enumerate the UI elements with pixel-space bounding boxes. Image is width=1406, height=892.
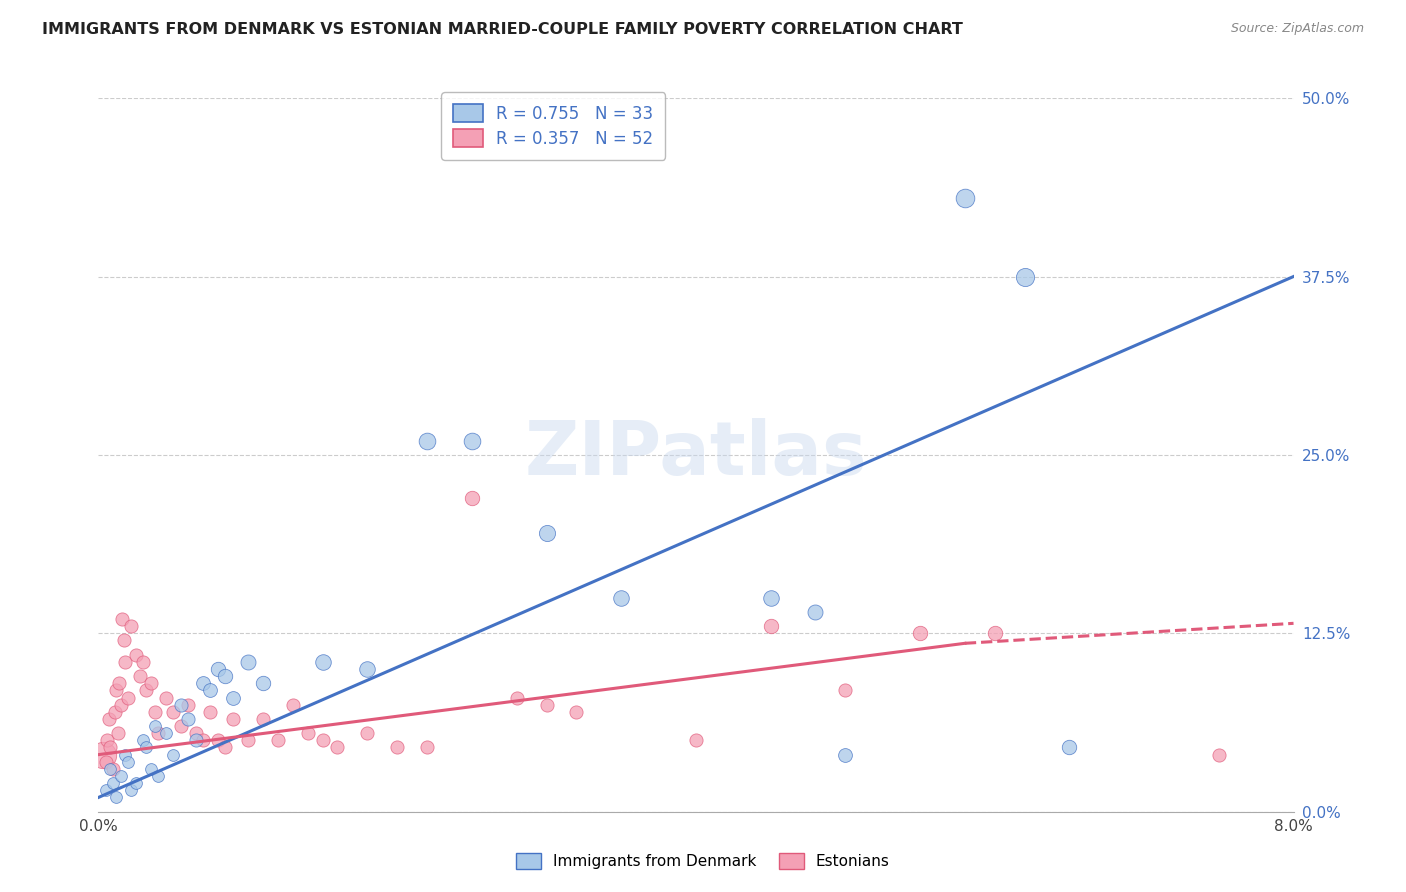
Point (120, 783, 142, 797)
Text: IMMIGRANTS FROM DENMARK VS ESTONIAN MARRIED-COUPLE FAMILY POVERTY CORRELATION CH: IMMIGRANTS FROM DENMARK VS ESTONIAN MARR… (42, 22, 963, 37)
Point (191, 676, 214, 690)
Point (162, 705, 184, 719)
Point (139, 676, 162, 690)
Point (416, 740, 439, 755)
Point (1014, 269, 1036, 284)
Point (953, 191, 976, 205)
Point (191, 733, 214, 747)
Point (297, 726, 319, 740)
Point (177, 698, 200, 712)
Text: Source: ZipAtlas.com: Source: ZipAtlas.com (1230, 22, 1364, 36)
Point (1059, 740, 1081, 755)
Point (129, 669, 152, 683)
Point (984, 626, 1007, 640)
Point (107, 726, 129, 740)
Point (148, 726, 170, 740)
Point (184, 733, 207, 747)
Point (114, 747, 136, 762)
Point (135, 683, 157, 698)
Point (120, 619, 142, 633)
Point (908, 626, 931, 640)
Point (565, 705, 588, 719)
Point (222, 712, 245, 726)
Point (834, 747, 856, 762)
Point (117, 755, 139, 769)
Point (311, 655, 333, 669)
Point (759, 591, 782, 605)
Point (385, 740, 409, 755)
Point (105, 790, 128, 805)
Point (207, 733, 229, 747)
Point (506, 690, 529, 705)
Point (117, 690, 139, 705)
Point (177, 712, 200, 726)
Point (356, 726, 378, 740)
Point (759, 619, 782, 633)
Point (112, 633, 135, 648)
Point (236, 733, 259, 747)
Text: ZIPatlas: ZIPatlas (524, 418, 868, 491)
Point (685, 733, 707, 747)
Point (200, 705, 222, 719)
Point (110, 698, 132, 712)
Point (804, 605, 827, 619)
Point (222, 690, 245, 705)
Point (108, 676, 131, 690)
Point (110, 769, 132, 783)
Point (281, 698, 304, 712)
Point (236, 655, 259, 669)
Point (139, 762, 162, 776)
Point (252, 712, 274, 726)
Point (200, 683, 222, 698)
Point (169, 698, 191, 712)
Point (96, 733, 118, 747)
Point (111, 612, 134, 626)
Point (103, 762, 125, 776)
Legend: Immigrants from Denmark, Estonians: Immigrants from Denmark, Estonians (510, 847, 896, 875)
Point (1208, 747, 1230, 762)
Point (114, 655, 136, 669)
Point (416, 434, 439, 448)
Point (148, 769, 170, 783)
Point (252, 676, 274, 690)
Point (132, 655, 155, 669)
Point (143, 719, 166, 733)
Point (132, 733, 155, 747)
Point (94, 755, 117, 769)
Point (184, 726, 207, 740)
Point (91, 747, 114, 762)
Point (94, 783, 117, 797)
Point (356, 662, 378, 676)
Point (98, 740, 122, 755)
Point (169, 719, 191, 733)
Point (97, 712, 120, 726)
Point (105, 683, 128, 698)
Point (214, 740, 236, 755)
Legend: R = 0.755   N = 33, R = 0.357   N = 52: R = 0.755 N = 33, R = 0.357 N = 52 (441, 92, 665, 160)
Point (311, 733, 333, 747)
Point (214, 669, 236, 683)
Point (834, 683, 856, 698)
Point (461, 491, 484, 505)
Point (104, 705, 127, 719)
Point (267, 733, 290, 747)
Point (135, 740, 157, 755)
Point (207, 662, 229, 676)
Point (461, 434, 484, 448)
Point (125, 648, 148, 662)
Point (162, 747, 184, 762)
Point (125, 776, 148, 790)
Point (155, 690, 177, 705)
Point (143, 705, 166, 719)
Point (536, 526, 558, 541)
Point (103, 776, 125, 790)
Point (326, 740, 349, 755)
Point (610, 591, 633, 605)
Point (155, 726, 177, 740)
Point (98, 762, 122, 776)
Point (536, 698, 558, 712)
